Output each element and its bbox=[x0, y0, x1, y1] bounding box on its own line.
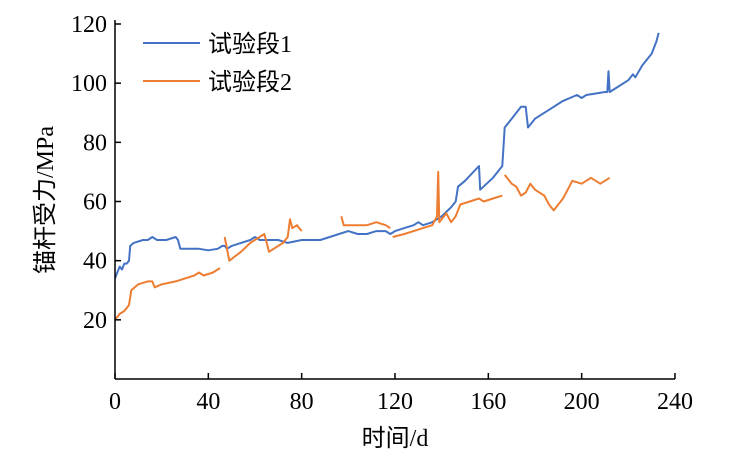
x-tick-label: 80 bbox=[290, 389, 314, 415]
legend-label-2: 试验段2 bbox=[208, 69, 292, 96]
x-tick-label: 120 bbox=[377, 389, 413, 415]
series-layer bbox=[114, 32, 660, 321]
x-axis-label: 时间/d bbox=[362, 425, 429, 452]
y-axis-label: 锚杆受力/MPa bbox=[32, 126, 59, 274]
y-tick-label: 20 bbox=[83, 308, 107, 334]
series-line-1 bbox=[114, 32, 660, 279]
x-tick-label: 240 bbox=[657, 389, 693, 415]
ticks: 0 40 80 120 160 200 240 20 40 60 80 100 120 bbox=[71, 12, 693, 415]
x-tick-label: 160 bbox=[470, 389, 506, 415]
x-tick-label: 40 bbox=[196, 389, 220, 415]
y-tick-label: 60 bbox=[83, 190, 107, 216]
series-line-2 bbox=[114, 170, 611, 321]
y-tick-label: 120 bbox=[71, 12, 107, 38]
y-tick-label: 40 bbox=[83, 249, 107, 275]
y-tick-label: 80 bbox=[83, 130, 107, 156]
legend: 试验段1 试验段2 bbox=[143, 31, 292, 96]
legend-label-1: 试验段1 bbox=[208, 31, 292, 58]
x-tick-label: 0 bbox=[109, 389, 121, 415]
y-tick-label: 100 bbox=[71, 71, 107, 97]
x-tick-label: 200 bbox=[564, 389, 600, 415]
